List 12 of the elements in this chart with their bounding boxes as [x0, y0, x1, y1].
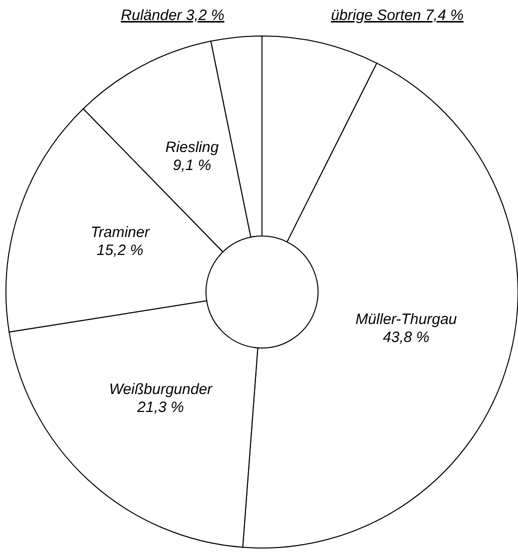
slice-label: Müller-Thurgau: [355, 310, 458, 328]
data-label: 21,3 %: [136, 399, 184, 416]
slice-label: Riesling: [165, 138, 220, 156]
slice-label: übrige Sorten: [330, 7, 422, 24]
data-label: 3,2 %: [186, 7, 224, 24]
slice-label: Traminer: [90, 224, 150, 241]
slice-label: Weißburgunder: [109, 381, 214, 398]
slice-label: Ruländer: [120, 7, 182, 24]
data-label: 9,1 %: [172, 156, 212, 174]
data-label: 15,2 %: [96, 242, 144, 259]
data-label: 43,8 %: [382, 328, 430, 346]
data-label: 7,4 %: [425, 7, 464, 24]
